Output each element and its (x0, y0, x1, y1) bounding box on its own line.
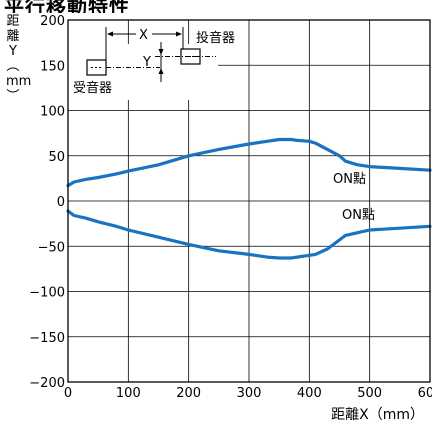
y-tick-label: −100 (29, 286, 65, 301)
y-tick-label: −50 (38, 240, 65, 255)
receiver-label: 受音器 (73, 80, 112, 96)
series-line-lower (66, 209, 432, 260)
x-tick-label: 300 (237, 386, 262, 401)
series-lines (66, 137, 432, 260)
x-tick-label: 600 (418, 386, 432, 401)
x-dim-arrow-right (176, 31, 182, 37)
x-dim-arrow-left (107, 31, 113, 37)
sensor-diagram: X Y 投音器 受音器 (68, 27, 235, 100)
y-tick-label: 150 (40, 59, 65, 74)
diagram-background (68, 44, 218, 100)
y-dim-label: Y (142, 55, 151, 70)
on-point-label-lower: ON點 (342, 208, 375, 223)
series-line-upper (66, 137, 432, 188)
plot-frame (67, 19, 431, 383)
y-tick-label: −200 (29, 376, 65, 391)
chart-title-clip: 平行移動特性 (0, 0, 432, 13)
x-axis-label: 距離X（mm） (331, 407, 424, 423)
x-tick-label: 200 (176, 386, 201, 401)
y-tick-label: 100 (40, 105, 65, 120)
y-tick-label: 0 (57, 195, 65, 210)
on-point-label-upper: ON點 (333, 172, 366, 187)
y-dim-arrow-top (158, 49, 164, 55)
x-dim-label: X (139, 28, 148, 43)
emitter-label: 投音器 (196, 30, 235, 46)
x-tick-label: 400 (297, 386, 322, 401)
x-tick-label: 500 (357, 386, 382, 401)
chart-title: 平行移動特性 (4, 0, 130, 13)
y-tick-label: −150 (29, 331, 65, 346)
x-tick-label: 100 (116, 386, 141, 401)
tick-labels: 0100200300400500600200150100500−50−100−1… (29, 14, 432, 401)
y-tick-label: 200 (40, 14, 65, 29)
x-tick-label: 0 (64, 386, 72, 401)
y-tick-label: 50 (48, 150, 65, 165)
y-dim-arrow-bottom (158, 68, 164, 74)
